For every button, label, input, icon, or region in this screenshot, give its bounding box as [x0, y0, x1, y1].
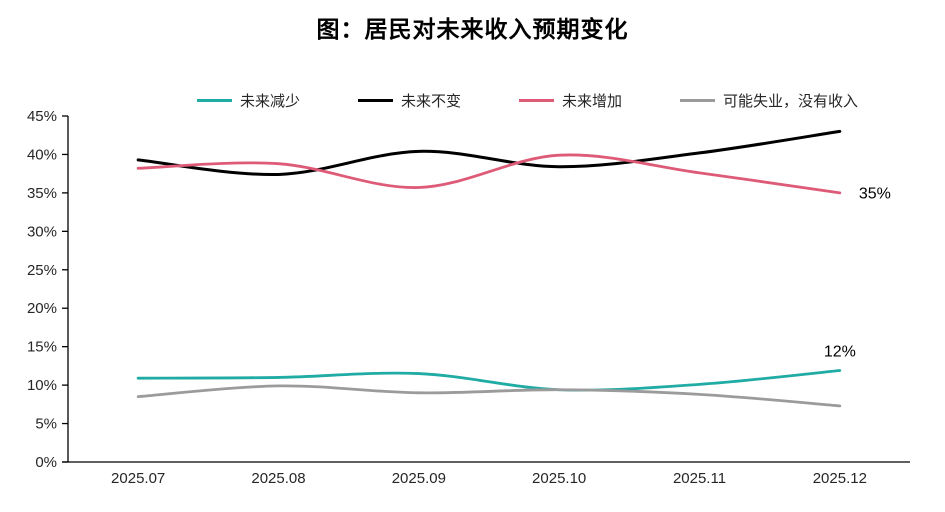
y-tick-label: 20%: [27, 300, 57, 317]
chart-legend: 未来减少 未来不变 未来增加 可能失业，没有收入: [197, 90, 858, 111]
data-label-future-decrease: 12%: [824, 344, 856, 361]
y-tick-label: 15%: [27, 339, 57, 356]
legend-label-possible-unemployment: 可能失业，没有收入: [723, 93, 859, 110]
y-tick-label: 25%: [27, 262, 57, 279]
chart-title: 图：居民对未来收入预期变化: [316, 16, 629, 42]
x-tick-label: 2025.07: [111, 470, 165, 487]
data-label-future-increase: 35%: [859, 185, 891, 202]
y-tick-label: 45%: [27, 108, 57, 125]
x-tick-label: 2025.10: [532, 470, 586, 487]
x-tick-label: 2025.11: [673, 470, 726, 487]
legend-line-swatch-future-unchanged: [358, 99, 394, 102]
series-line-future-decrease: [136, 369, 842, 392]
legend-item-possible-unemployment: 可能失业，没有收入: [680, 90, 858, 111]
legend-item-future-unchanged: 未来不变: [358, 90, 461, 111]
legend-item-future-increase: 未来增加: [519, 90, 622, 111]
series-line-future-increase: [136, 153, 842, 195]
y-tick-label: 35%: [27, 185, 57, 202]
legend-label-future-increase: 未来增加: [562, 93, 623, 110]
series-line-future-unchanged: [136, 129, 842, 176]
legend-label-future-decrease: 未来减少: [240, 93, 301, 110]
y-tick-label: 30%: [27, 223, 57, 240]
legend-item-future-decrease: 未来减少: [197, 90, 300, 111]
y-tick-label: 40%: [27, 146, 57, 163]
y-tick-label: 0%: [35, 454, 57, 471]
series-line-possible-unemployment-no-income: [136, 384, 842, 408]
x-tick-label: 2025.08: [251, 470, 305, 487]
legend-line-swatch-possible-unemployment: [680, 99, 716, 102]
y-tick-label: 10%: [27, 377, 57, 394]
y-tick-label: 5%: [35, 416, 57, 433]
legend-line-swatch-future-increase: [519, 99, 555, 102]
legend-label-future-unchanged: 未来不变: [401, 93, 462, 110]
legend-line-swatch-future-decrease: [197, 99, 232, 102]
x-tick-label: 2025.09: [392, 470, 446, 487]
x-tick-label: 2025.12: [813, 470, 867, 487]
